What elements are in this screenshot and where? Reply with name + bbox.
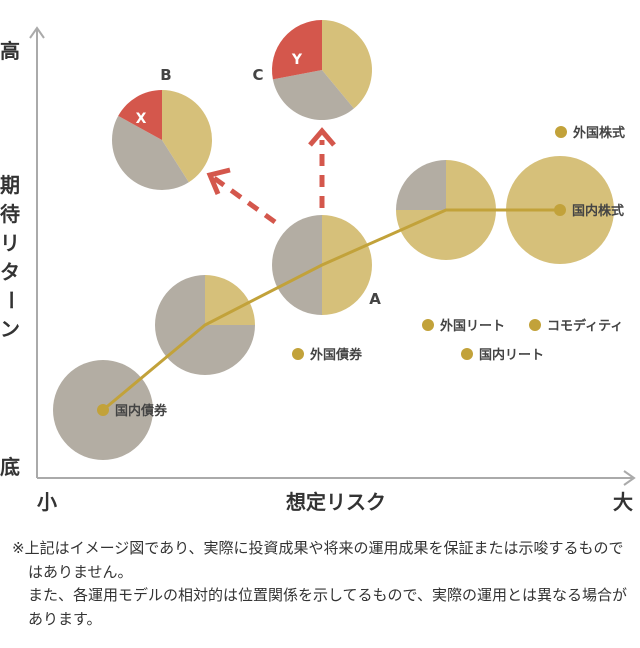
pie-label-c: C [252, 66, 263, 84]
y-title-char: ー [0, 290, 23, 310]
pie-slice-gold [205, 275, 255, 325]
legend-dot [554, 204, 566, 216]
legend-dot [555, 126, 567, 138]
asset-label-domestic-stock: 国内株式 [554, 203, 624, 219]
arrow-to-b-head [206, 167, 231, 195]
pie-slice-gold [162, 90, 212, 183]
legend-dot [97, 404, 109, 416]
y-title-char: ン [0, 317, 20, 341]
y-axis-title: 期 待 リ タ ー ン [0, 173, 23, 341]
x-axis-title: 想定リスク [286, 490, 386, 514]
asset-label-text: 外国リート [439, 318, 505, 334]
pie-slice-gray [272, 215, 322, 315]
legend-dot [422, 319, 434, 331]
pie-slice-red [272, 20, 322, 80]
pie-label-b: B [160, 66, 171, 84]
asset-label-domestic-reit: 国内リート [461, 347, 544, 363]
axes [29, 26, 636, 486]
asset-label-commodity: コモディティ [529, 318, 623, 334]
disclaimer-line-1: ※上記はイメージ図であり、実際に投資成果や将来の運用成果を保証または示唆するもの… [12, 539, 624, 581]
y-title-char: 期 [0, 173, 20, 197]
y-axis-high-label: 高 [0, 39, 20, 63]
y-axis-low-label: 底 [0, 455, 20, 479]
asset-label-text: 外国債券 [309, 347, 363, 363]
pie-layer [53, 20, 614, 460]
pie-marker-y: Y [291, 52, 303, 68]
legend-dot [292, 348, 304, 360]
risk-return-diagram: 高 底 期 待 リ タ ー ン 小 想定リスク 大 A B C X Y 国内債券… [0, 20, 636, 514]
asset-label-foreign-reit: 外国リート [422, 318, 505, 334]
asset-label-text: 国内リート [479, 347, 544, 363]
y-title-char: 待 [0, 202, 20, 226]
pie-slice-red [118, 89, 162, 140]
legend-dot [529, 319, 541, 331]
asset-label-text: コモディティ [547, 318, 623, 334]
asset-label-text: 国内株式 [572, 203, 624, 219]
pie-label-a: A [369, 290, 381, 308]
pie-slice-gold [322, 215, 372, 315]
asset-label-text: 国内債券 [115, 403, 168, 419]
arrow-to-c-head [308, 127, 336, 147]
x-axis-arrowhead [623, 470, 636, 486]
disclaimer-note: ※上記はイメージ図であり、実際に投資成果や将来の運用成果を保証または示唆するもの… [12, 537, 632, 631]
x-axis-low-label: 小 [37, 490, 57, 514]
asset-label-foreign-bond: 外国債券 [292, 347, 363, 363]
y-title-char: リ [0, 231, 20, 255]
pie-slice-gray [272, 70, 354, 120]
disclaimer-line-2: また、各運用モデルの相対的は位置関係を示してるもので、実際の運用とは異なる場合が… [28, 586, 627, 628]
asset-label-domestic-bond: 国内債券 [97, 403, 168, 419]
pie-slice-gray [112, 115, 189, 190]
asset-label-text: 外国株式 [572, 125, 625, 141]
legend-dot [461, 348, 473, 360]
x-axis-high-label: 大 [613, 490, 633, 514]
pie-slice-gray [396, 160, 446, 210]
arrow-to-b [212, 175, 277, 225]
pie-slice-gold [322, 20, 372, 109]
allocation-path-line [102, 208, 560, 412]
pie-marker-x: X [136, 111, 147, 127]
y-axis-arrowhead [29, 26, 45, 39]
asset-label-foreign-stock: 外国株式 [555, 125, 625, 141]
y-title-char: タ [0, 260, 20, 284]
